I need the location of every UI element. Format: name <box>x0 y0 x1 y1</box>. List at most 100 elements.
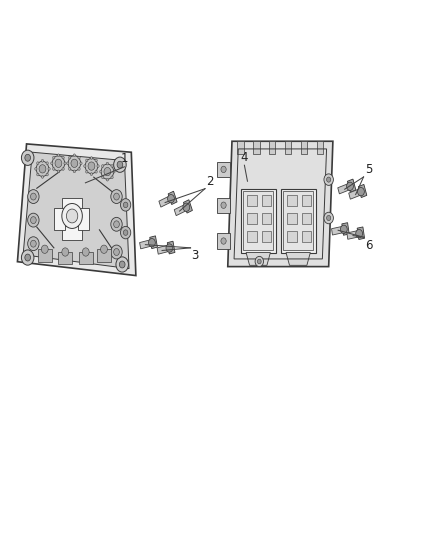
Circle shape <box>35 167 37 170</box>
Circle shape <box>31 240 36 247</box>
Circle shape <box>68 156 81 171</box>
Circle shape <box>25 254 31 261</box>
Circle shape <box>57 154 60 157</box>
Circle shape <box>95 159 97 162</box>
Polygon shape <box>349 189 362 199</box>
Circle shape <box>78 167 80 171</box>
Polygon shape <box>174 204 187 216</box>
Circle shape <box>117 161 123 168</box>
Circle shape <box>102 176 104 179</box>
Text: 4: 4 <box>240 151 248 164</box>
Circle shape <box>102 165 104 167</box>
Polygon shape <box>358 184 367 198</box>
Circle shape <box>21 150 34 165</box>
Circle shape <box>119 261 125 268</box>
Polygon shape <box>168 191 177 205</box>
Circle shape <box>78 156 80 159</box>
Circle shape <box>183 203 190 212</box>
Bar <box>78 208 89 230</box>
Bar <box>62 198 82 212</box>
Circle shape <box>324 174 333 185</box>
Circle shape <box>113 157 126 172</box>
Circle shape <box>111 190 122 204</box>
Polygon shape <box>347 179 356 192</box>
Circle shape <box>67 162 69 165</box>
Circle shape <box>357 188 364 196</box>
Circle shape <box>62 167 64 171</box>
Circle shape <box>37 173 39 176</box>
Circle shape <box>111 176 113 179</box>
Circle shape <box>148 239 155 247</box>
Circle shape <box>327 177 331 182</box>
Circle shape <box>62 156 64 159</box>
Circle shape <box>46 173 48 176</box>
Bar <box>302 213 311 224</box>
Bar <box>217 161 230 177</box>
Circle shape <box>62 248 69 256</box>
Bar <box>243 191 273 250</box>
Circle shape <box>104 167 111 176</box>
Polygon shape <box>228 141 333 266</box>
Bar <box>317 141 323 154</box>
Bar <box>283 191 314 250</box>
Circle shape <box>25 155 31 161</box>
Circle shape <box>37 162 39 165</box>
Bar <box>262 213 272 224</box>
Text: 2: 2 <box>206 175 213 188</box>
Circle shape <box>31 217 36 224</box>
Polygon shape <box>140 239 152 249</box>
Circle shape <box>73 154 75 157</box>
Text: 6: 6 <box>365 239 372 252</box>
Circle shape <box>69 156 71 159</box>
Bar <box>287 213 297 224</box>
Circle shape <box>88 162 95 170</box>
Circle shape <box>111 245 122 259</box>
Circle shape <box>116 257 128 272</box>
Circle shape <box>221 166 226 173</box>
Circle shape <box>327 215 331 221</box>
Circle shape <box>356 229 363 238</box>
Bar <box>58 252 72 264</box>
Circle shape <box>114 221 119 228</box>
Bar <box>97 249 111 262</box>
Bar <box>247 231 257 243</box>
Bar <box>217 198 230 213</box>
Circle shape <box>36 161 49 176</box>
Bar <box>262 195 272 206</box>
Circle shape <box>28 190 39 204</box>
Circle shape <box>120 199 131 211</box>
Circle shape <box>21 250 34 265</box>
Circle shape <box>62 204 82 229</box>
Bar <box>269 141 276 154</box>
Circle shape <box>51 162 53 165</box>
Bar <box>54 208 65 230</box>
Bar <box>302 195 311 206</box>
Circle shape <box>46 162 48 165</box>
Circle shape <box>86 159 88 162</box>
Circle shape <box>80 162 82 165</box>
Polygon shape <box>338 183 351 194</box>
Circle shape <box>258 259 261 264</box>
Text: 5: 5 <box>365 163 372 176</box>
Circle shape <box>57 170 60 173</box>
Circle shape <box>168 195 174 203</box>
Circle shape <box>106 162 109 165</box>
Bar <box>253 141 259 154</box>
Circle shape <box>97 165 99 167</box>
Circle shape <box>41 245 48 253</box>
Polygon shape <box>150 236 157 248</box>
Circle shape <box>48 167 50 170</box>
Circle shape <box>124 230 128 236</box>
Circle shape <box>113 170 115 173</box>
Circle shape <box>111 217 122 231</box>
Circle shape <box>255 256 264 266</box>
Circle shape <box>106 178 109 181</box>
Text: 3: 3 <box>191 249 199 262</box>
Circle shape <box>100 170 102 173</box>
Circle shape <box>53 167 55 171</box>
Polygon shape <box>157 245 170 254</box>
Circle shape <box>69 167 71 171</box>
Circle shape <box>111 165 113 167</box>
Circle shape <box>39 165 46 173</box>
Bar <box>287 195 297 206</box>
